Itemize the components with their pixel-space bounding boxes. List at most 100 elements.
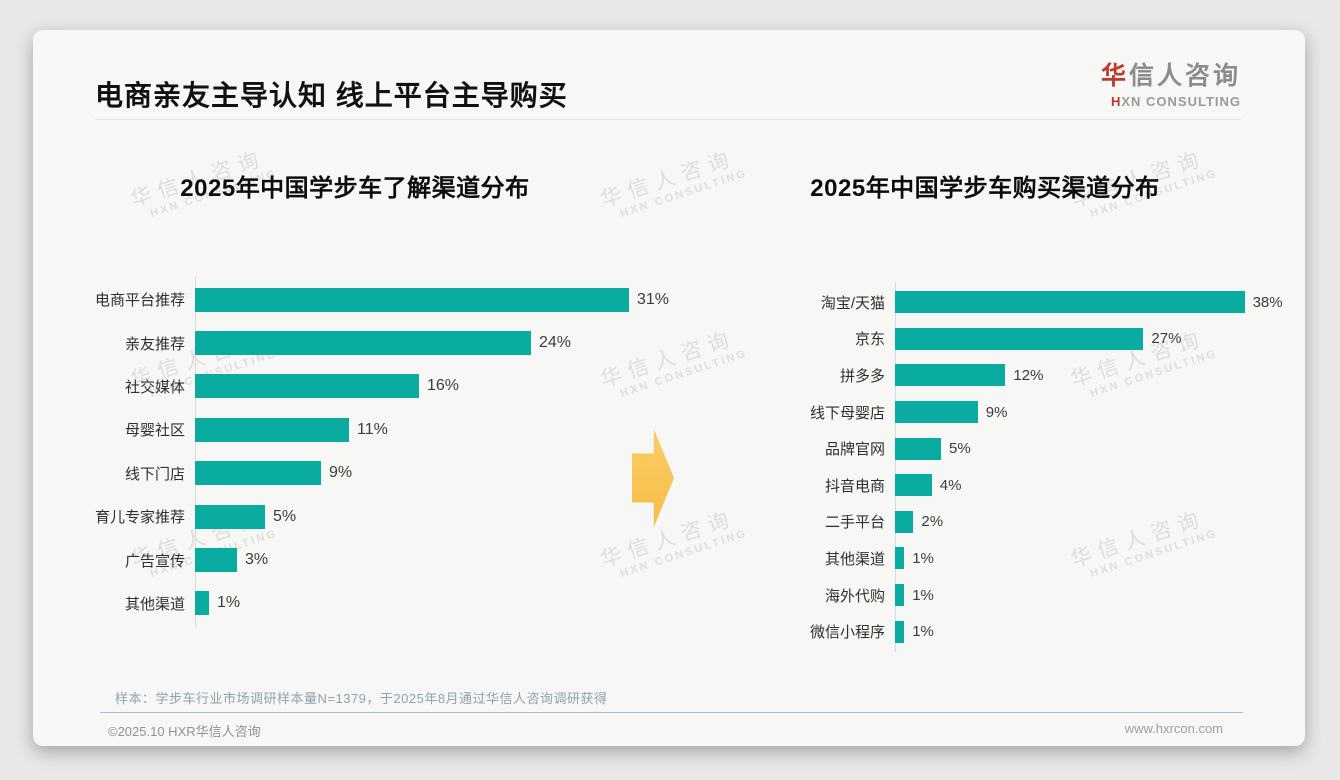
value-label: 4% [939,476,962,494]
bar-track: 24% [195,331,733,356]
category-label: 品牌官网 [824,441,885,459]
value-label: 12% [1013,366,1044,384]
bar-track: 4% [895,474,1293,497]
value-label: 16% [427,377,460,395]
purchase-channel-chart: 淘宝/天猫 38% 京东 27% 拼多多 12% 线下母婴店 9% 品牌官网 5% 抖音电商 4% 二手… [773,284,1293,650]
chart-row: 亲友推荐 24% [73,321,733,364]
bar [895,584,905,607]
bar [195,417,349,442]
category-label: 母婴社区 [124,422,185,440]
bar [895,474,932,497]
bar [895,327,1144,350]
bar [895,437,941,460]
value-label: 1% [912,549,934,567]
chart-row: 线下门店 9% [73,452,733,495]
bar-track: 1% [895,584,1293,607]
bar [895,291,1245,314]
bar [195,504,265,529]
category-label: 京东 [854,331,885,349]
bar-track: 9% [195,461,733,486]
chart-row: 其他渠道 1% [73,582,733,625]
bar [195,591,209,616]
chart-row: 品牌官网 5% [773,430,1293,467]
value-label: 3% [245,551,269,569]
category-label: 广告宣传 [124,552,185,570]
bar-track: 3% [195,548,733,573]
category-label: 其他渠道 [824,550,885,568]
category-label: 淘宝/天猫 [820,294,885,312]
category-label: 海外代购 [824,587,885,605]
value-label: 2% [921,513,944,531]
value-label: 27% [1151,330,1182,348]
bar [195,331,531,356]
awareness-channel-chart: 电商平台推荐 31% 亲友推荐 24% 社交媒体 16% 母婴社区 11% 线下门店 9% 育儿专家… [73,278,733,625]
category-label: 其他渠道 [124,595,185,613]
header-divider [95,119,1241,120]
slide-card: 华信人咨询 HXN CONSULTING 华信人咨询 HXN CONSULTING 华信… [33,30,1305,746]
chart-row: 广告宣传 3% [73,538,733,581]
value-label: 9% [329,464,353,482]
chart-row: 电商平台推荐 31% [73,278,733,321]
chart-row: 微信小程序 1% [773,613,1293,650]
website-text: www.hxrcon.com [1124,721,1223,736]
bar-track: 12% [895,364,1293,387]
chart-row: 海外代购 1% [773,577,1293,614]
logo-en-rest: XN CONSULTING [1121,94,1241,109]
category-label: 育儿专家推荐 [94,509,185,527]
category-label: 电商平台推荐 [94,292,185,310]
footer-divider [100,712,1243,713]
category-label: 亲友推荐 [124,335,185,353]
bar-track: 38% [895,291,1293,314]
category-label: 线下母婴店 [809,404,885,422]
sample-note: 样本：学步车行业市场调研样本量N=1379，于2025年8月通过华信人咨询调研获… [115,691,608,706]
value-label: 1% [912,586,934,604]
company-logo: 华信人咨询 HXN CONSULTING [1101,56,1241,109]
category-label: 二手平台 [824,514,885,532]
category-label: 微信小程序 [809,624,885,642]
bar-track: 5% [195,504,733,529]
chart-row: 线下母婴店 9% [773,394,1293,431]
right-chart-title: 2025年中国学步车购买渠道分布 [810,175,1160,202]
bar [895,401,978,424]
bar [195,461,321,486]
chart-row: 拼多多 12% [773,357,1293,394]
value-label: 31% [637,290,670,308]
value-label: 11% [357,420,388,438]
value-label: 24% [539,334,572,352]
category-label: 拼多多 [839,367,885,385]
copyright-text: ©2025.10 HXR华信人咨询 [108,724,261,739]
logo-zh-rest: 信人咨询 [1128,62,1241,90]
chart-row: 淘宝/天猫 38% [773,284,1293,321]
value-label: 38% [1252,293,1283,311]
value-label: 5% [273,507,297,525]
chart-row: 社交媒体 16% [73,365,733,408]
left-chart-axis [195,276,196,628]
bar [895,547,905,570]
bar [195,287,629,312]
bar [195,374,419,399]
value-label: 9% [985,403,1008,421]
bar [195,548,237,573]
bar-track: 1% [895,620,1293,643]
bar-track: 27% [895,327,1293,350]
value-label: 5% [949,440,971,458]
logo-english: HXN CONSULTING [1101,94,1241,109]
chart-row: 京东 27% [773,321,1293,358]
bar-track: 5% [895,437,1293,460]
logo-en-accent: H [1110,94,1122,109]
value-label: 1% [217,594,241,612]
value-label: 1% [912,623,934,641]
bar [895,364,1006,387]
chart-row: 抖音电商 4% [773,467,1293,504]
page-title: 电商亲友主导认知 线上平台主导购买 [95,80,568,111]
left-chart-title: 2025年中国学步车了解渠道分布 [180,175,530,202]
logo-zh-accent: 华 [1100,62,1129,90]
bar-track: 2% [895,510,1293,533]
bar-track: 11% [195,417,733,442]
chart-row: 母婴社区 11% [73,408,733,451]
bar [895,620,905,643]
bar-track: 1% [195,591,733,616]
logo-chinese: 华信人咨询 [1101,56,1241,92]
right-chart-axis [895,282,896,652]
bar-track: 1% [895,547,1293,570]
